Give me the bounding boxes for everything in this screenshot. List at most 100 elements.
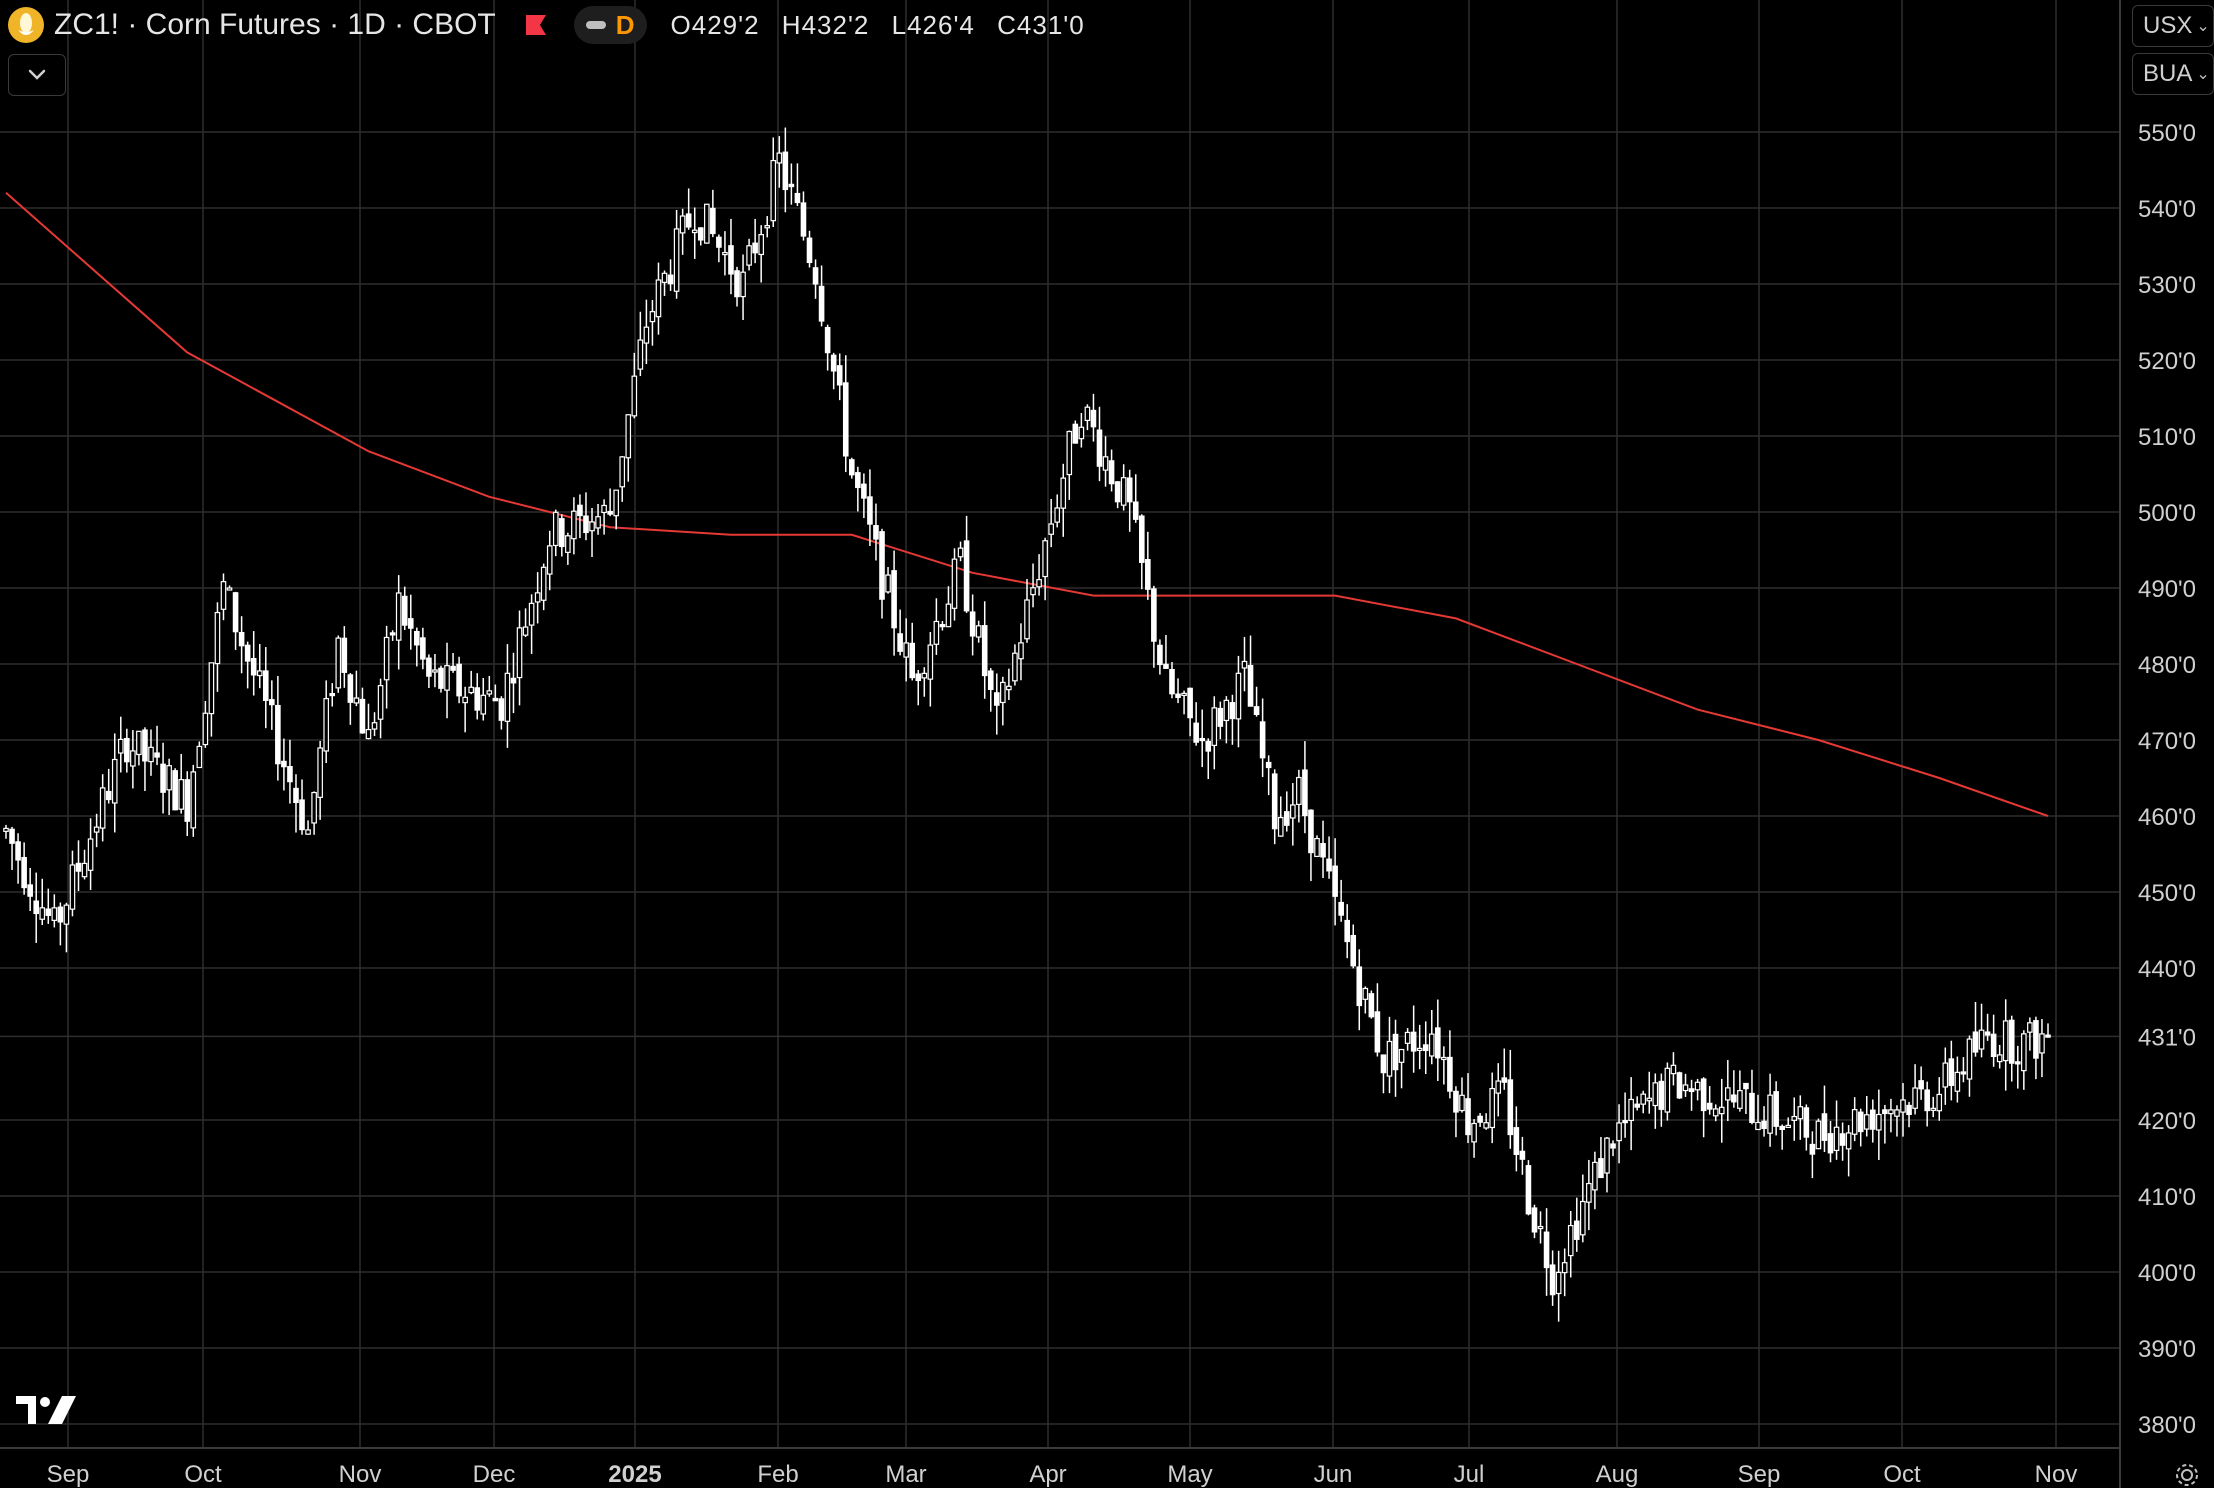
ohlc-high: H432'2 <box>781 9 870 40</box>
price-tick-label: 410'0 <box>2138 1184 2196 1211</box>
candle-body <box>897 633 903 652</box>
candle <box>1567 1211 1574 1278</box>
candle <box>250 631 257 696</box>
symbol-title[interactable]: ZC1! · Corn Futures · 1D · CBOT <box>54 8 496 41</box>
candle <box>1785 1117 1792 1129</box>
tradingview-logo-icon[interactable] <box>14 1392 78 1428</box>
candle-body <box>1652 1082 1659 1107</box>
candle <box>788 163 795 205</box>
candle <box>812 259 819 299</box>
time-tick-label: Sep <box>1738 1461 1781 1488</box>
price-tick-label: 400'0 <box>2138 1260 2196 1287</box>
candle <box>1501 1048 1508 1090</box>
candle-body <box>927 644 934 680</box>
candle <box>710 189 716 238</box>
candle <box>830 352 837 390</box>
candle <box>1863 1096 1870 1137</box>
candle <box>1543 1208 1550 1296</box>
candle <box>873 503 879 561</box>
candle <box>93 813 100 848</box>
candle <box>377 678 384 739</box>
candle <box>1453 1086 1459 1138</box>
candle <box>15 833 21 884</box>
candle-body <box>1779 1125 1785 1131</box>
candle-body <box>2045 1034 2051 1038</box>
candle-body <box>238 631 245 647</box>
candle-body <box>492 697 499 702</box>
candle <box>1918 1066 1924 1100</box>
candle <box>842 355 849 473</box>
quantity-unit-select[interactable]: BUA ⌄ <box>2132 53 2214 95</box>
candle <box>166 758 172 816</box>
candle-body <box>444 665 450 691</box>
candle <box>764 216 771 238</box>
candle <box>1078 412 1085 448</box>
candle <box>1537 1211 1544 1244</box>
candle-body <box>1235 672 1242 720</box>
candle <box>589 507 595 558</box>
candle <box>21 842 27 895</box>
candle-body <box>1489 1087 1495 1129</box>
candle-body <box>1821 1113 1828 1141</box>
flag-icon[interactable] <box>522 11 550 39</box>
corn-symbol-icon[interactable] <box>8 7 44 43</box>
candle-body <box>1344 919 1350 943</box>
candle <box>969 594 976 656</box>
gear-icon[interactable] <box>2174 1462 2200 1488</box>
collapse-legend-button[interactable] <box>8 54 66 96</box>
candle-body <box>63 904 70 925</box>
candle <box>1392 1019 1399 1097</box>
candle-body <box>969 611 976 637</box>
candle-body <box>1459 1094 1465 1112</box>
candle <box>359 687 366 734</box>
candle <box>69 850 76 917</box>
candle <box>1042 537 1048 601</box>
candle <box>1211 696 1218 770</box>
candle <box>220 573 227 621</box>
candle-body <box>764 225 771 229</box>
candle <box>462 686 468 733</box>
candle <box>492 684 499 702</box>
candle-body <box>105 790 112 801</box>
candle <box>1489 1072 1495 1144</box>
candle <box>1447 1030 1453 1099</box>
candle <box>1084 404 1091 431</box>
candle <box>697 227 704 246</box>
candle <box>2008 1015 2015 1082</box>
candle <box>1888 1098 1894 1133</box>
candle <box>1187 687 1193 737</box>
visibility-pill[interactable]: D <box>573 6 647 44</box>
candle-body <box>299 799 305 831</box>
candle-body <box>117 738 124 754</box>
candle <box>1090 393 1097 442</box>
candle-body <box>1634 1103 1640 1108</box>
candle-body <box>1984 1031 1991 1036</box>
candle-body <box>1761 1120 1767 1130</box>
chevron-down-icon: ⌄ <box>2196 66 2210 83</box>
candle <box>99 774 106 842</box>
candle-body <box>1163 663 1169 669</box>
ohlc-low: L426'4 <box>891 9 975 40</box>
candle-body <box>136 730 142 756</box>
candle-body <box>559 518 565 548</box>
candle-body <box>1930 1107 1937 1111</box>
candle <box>1851 1097 1858 1142</box>
candle-body <box>124 737 130 763</box>
candle-body <box>1857 1111 1864 1133</box>
price-tick-label: 500'0 <box>2138 500 2196 527</box>
candle <box>891 550 897 656</box>
candle-body <box>1066 430 1073 476</box>
candle-body <box>1042 540 1048 578</box>
candle-body <box>1513 1127 1520 1155</box>
candle-body <box>498 698 505 721</box>
candle <box>1725 1060 1731 1122</box>
candle <box>1634 1096 1640 1111</box>
candle-body <box>1271 773 1278 830</box>
candle-body <box>987 670 994 691</box>
candle <box>1555 1250 1562 1322</box>
candle-body <box>450 665 456 671</box>
currency-select[interactable]: USX ⌄ <box>2132 5 2214 47</box>
candle <box>63 902 70 953</box>
time-tick-label: Oct <box>1883 1461 1921 1488</box>
